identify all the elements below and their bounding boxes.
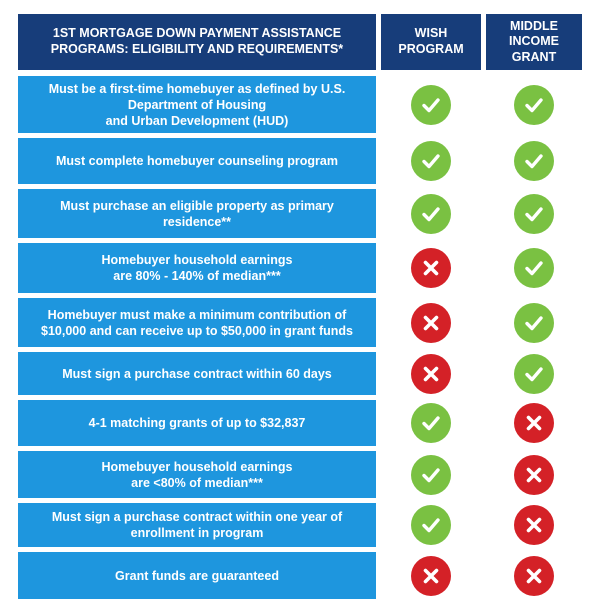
middle-income-grant-checkmark-icon — [514, 248, 554, 288]
middle-income-grant-header-label: MIDDLE INCOME GRANT — [509, 18, 559, 64]
middle-income-grant-checkmark-icon — [514, 84, 554, 125]
middle-income-grant-checkmark-icon — [514, 141, 554, 181]
wish-program-checkmark-icon — [411, 454, 451, 495]
table-row: Must sign a purchase contract within one… — [18, 503, 582, 547]
wish-program-cell — [381, 76, 481, 133]
wish-program-x-mark-icon — [411, 302, 451, 343]
table-row: Must complete homebuyer counseling progr… — [18, 138, 582, 184]
middle-income-grant-cell — [486, 189, 582, 238]
requirement-text: Homebuyer household earnings are 80% - 14… — [18, 243, 376, 293]
requirement-text: Must be a first-time homebuyer as define… — [18, 76, 376, 133]
wish-program-checkmark-icon — [411, 141, 451, 181]
wish-program-column-header: WISH PROGRAM — [381, 14, 481, 70]
wish-program-cell — [381, 243, 481, 293]
wish-program-checkmark-icon — [411, 505, 451, 545]
table-row: Must sign a purchase contract within 60 … — [18, 352, 582, 395]
wish-program-cell — [381, 352, 481, 395]
wish-program-cell — [381, 552, 481, 599]
middle-income-grant-cell — [486, 400, 582, 446]
middle-income-grant-cell — [486, 243, 582, 293]
middle-income-grant-cell — [486, 298, 582, 347]
table-row: Homebuyer household earnings are <80% of … — [18, 451, 582, 498]
wish-program-cell — [381, 451, 481, 498]
table-row: Grant funds are guaranteed — [18, 552, 582, 599]
middle-income-grant-checkmark-icon — [514, 353, 554, 394]
middle-income-grant-cell — [486, 552, 582, 599]
middle-income-grant-checkmark-icon — [514, 193, 554, 234]
middle-income-grant-x-mark-icon — [514, 555, 554, 596]
table-row: Must purchase an eligible property as pr… — [18, 189, 582, 238]
wish-program-x-mark-icon — [411, 248, 451, 288]
requirement-text: Must purchase an eligible property as pr… — [18, 189, 376, 238]
requirement-text: Grant funds are guaranteed — [18, 552, 376, 599]
criteria-column-header: 1ST MORTGAGE DOWN PAYMENT ASSISTANCE PRO… — [18, 14, 376, 70]
middle-income-grant-cell — [486, 503, 582, 547]
middle-income-grant-x-mark-icon — [514, 454, 554, 495]
middle-income-grant-x-mark-icon — [514, 505, 554, 545]
table-row: 4-1 matching grants of up to $32,837 — [18, 400, 582, 446]
requirement-text: Homebuyer household earnings are <80% of … — [18, 451, 376, 498]
middle-income-grant-cell — [486, 138, 582, 184]
wish-program-cell — [381, 189, 481, 238]
middle-income-grant-cell — [486, 352, 582, 395]
middle-income-grant-checkmark-icon — [514, 302, 554, 343]
criteria-column-header-label: 1ST MORTGAGE DOWN PAYMENT ASSISTANCE PRO… — [50, 26, 344, 56]
requirement-text: Must sign a purchase contract within 60 … — [18, 352, 376, 395]
wish-program-cell — [381, 503, 481, 547]
middle-income-grant-cell — [486, 76, 582, 133]
middle-income-grant-column-header: MIDDLE INCOME GRANT — [486, 14, 582, 70]
middle-income-grant-x-mark-icon — [514, 403, 554, 443]
wish-program-x-mark-icon — [411, 555, 451, 596]
wish-program-x-mark-icon — [411, 353, 451, 394]
wish-program-checkmark-icon — [411, 193, 451, 234]
table-row: Homebuyer household earnings are 80% - 14… — [18, 243, 582, 293]
table-row: Homebuyer must make a minimum contributi… — [18, 298, 582, 347]
requirement-text: Must complete homebuyer counseling progr… — [18, 138, 376, 184]
middle-income-grant-cell — [486, 451, 582, 498]
wish-program-cell — [381, 400, 481, 446]
wish-program-checkmark-icon — [411, 403, 451, 443]
table-row: Must be a first-time homebuyer as define… — [18, 76, 582, 133]
requirement-text: Homebuyer must make a minimum contributi… — [18, 298, 376, 347]
wish-program-checkmark-icon — [411, 84, 451, 125]
requirement-text: 4-1 matching grants of up to $32,837 — [18, 400, 376, 446]
wish-program-header-label: WISH PROGRAM — [398, 26, 464, 56]
requirement-text: Must sign a purchase contract within one… — [18, 503, 376, 547]
wish-program-cell — [381, 298, 481, 347]
wish-program-cell — [381, 138, 481, 184]
